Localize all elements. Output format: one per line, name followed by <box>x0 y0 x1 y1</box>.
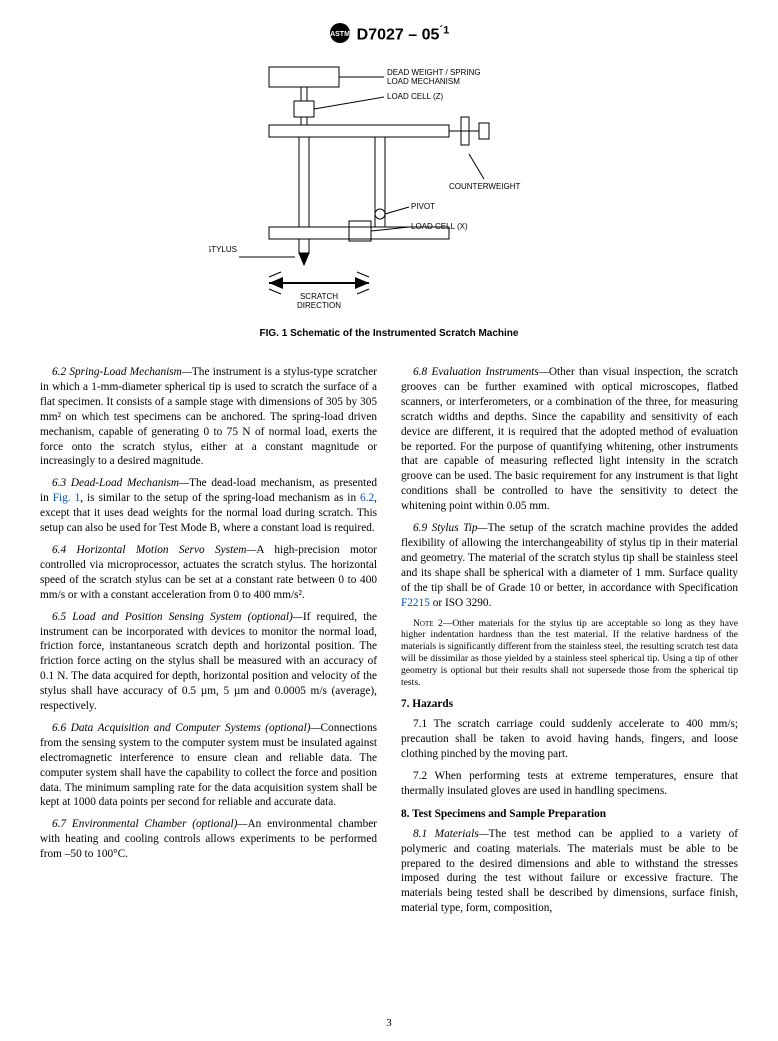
note-2: Note 2—Other materials for the stylus ti… <box>401 618 738 690</box>
para-6-9: 6.9 Stylus Tip—The setup of the scratch … <box>401 521 738 610</box>
astm-logo: ASTM <box>329 22 351 49</box>
page-number: 3 <box>0 1017 778 1029</box>
label-stylus: STYLUS <box>209 245 237 254</box>
designation-superscript: ´1 <box>439 24 449 36</box>
link-6-2[interactable]: 6.2 <box>360 492 374 504</box>
label-load-cell-z: LOAD CELL (Z) <box>387 92 443 101</box>
designation: D7027 – 05 <box>357 27 440 44</box>
label-scratch-dir-2: DIRECTION <box>297 301 341 310</box>
para-6-7: 6.7 Environmental Chamber (optional)—An … <box>40 817 377 862</box>
para-6-5: 6.5 Load and Position Sensing System (op… <box>40 610 377 714</box>
section-7-heading: 7. Hazards <box>401 697 738 712</box>
right-column: 6.8 Evaluation Instruments—Other than vi… <box>401 365 738 923</box>
link-fig-1[interactable]: Fig. 1 <box>53 492 81 504</box>
link-f2215[interactable]: F2215 <box>401 597 430 609</box>
left-column: 6.2 Spring-Load Mechanism—The instrument… <box>40 365 377 923</box>
figure-caption: FIG. 1 Schematic of the Instrumented Scr… <box>40 328 738 339</box>
figure-1: DEAD WEIGHT / SPRING LOAD MECHANISM LOAD… <box>40 59 738 339</box>
para-6-8: 6.8 Evaluation Instruments—Other than vi… <box>401 365 738 514</box>
para-6-6: 6.6 Data Acquisition and Computer System… <box>40 721 377 810</box>
schematic-svg: DEAD WEIGHT / SPRING LOAD MECHANISM LOAD… <box>209 59 569 319</box>
para-7-1: 7.1 The scratch carriage could suddenly … <box>401 717 738 762</box>
label-dead-weight: DEAD WEIGHT / SPRING <box>387 68 481 77</box>
para-6-2: 6.2 Spring-Load Mechanism—The instrument… <box>40 365 377 469</box>
label-load-cell-x: LOAD CELL (X) <box>411 222 468 231</box>
svg-text:ASTM: ASTM <box>330 31 350 38</box>
label-counterweight: COUNTERWEIGHT <box>449 182 521 191</box>
para-8-1: 8.1 Materials—The test method can be app… <box>401 827 738 916</box>
section-8-heading: 8. Test Specimens and Sample Preparation <box>401 807 738 822</box>
para-7-2: 7.2 When performing tests at extreme tem… <box>401 769 738 799</box>
label-pivot: PIVOT <box>411 202 435 211</box>
para-6-4: 6.4 Horizontal Motion Servo System—A hig… <box>40 543 377 603</box>
scratch-direction-arrow <box>269 272 369 294</box>
label-scratch-dir-1: SCRATCH <box>300 292 338 301</box>
para-6-3: 6.3 Dead-Load Mechanism—The dead-load me… <box>40 476 377 536</box>
document-header: ASTM D7027 – 05´1 <box>40 22 738 49</box>
svg-text:LOAD MECHANISM: LOAD MECHANISM <box>387 77 460 86</box>
